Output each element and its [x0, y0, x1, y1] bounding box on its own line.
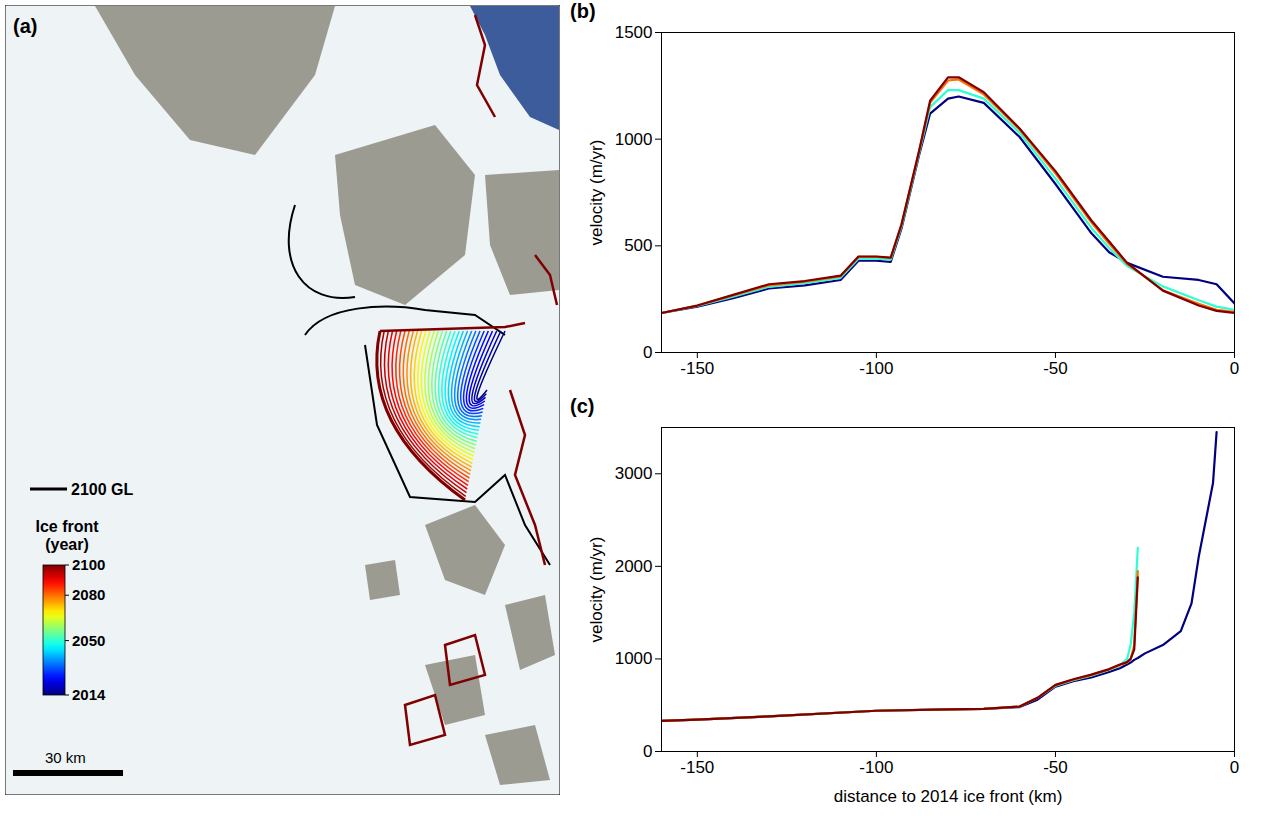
svg-text:(year): (year) — [45, 536, 89, 553]
svg-text:2014: 2014 — [72, 686, 106, 703]
svg-text:-100: -100 — [859, 758, 893, 777]
svg-text:2080: 2080 — [72, 586, 105, 603]
svg-text:2050: 2050 — [72, 632, 105, 649]
svg-text:0: 0 — [1230, 758, 1239, 777]
svg-text:30 km: 30 km — [45, 749, 86, 766]
svg-text:1000: 1000 — [615, 130, 653, 149]
html-text:(b): (b) — [570, 0, 596, 22]
svg-text:0: 0 — [643, 742, 652, 761]
svg-text:-50: -50 — [1043, 758, 1068, 777]
svg-text:0: 0 — [1230, 359, 1239, 378]
svg-text:distance to 2014 ice front (km: distance to 2014 ice front (km) — [834, 787, 1063, 806]
svg-text:(a): (a) — [13, 15, 37, 37]
svg-text:velocity (m/yr): velocity (m/yr) — [587, 537, 606, 643]
svg-text:velocity (m/yr): velocity (m/yr) — [587, 140, 606, 246]
svg-text:-150: -150 — [680, 359, 714, 378]
svg-text:1500: 1500 — [615, 23, 653, 42]
html-text:(c): (c) — [570, 395, 595, 417]
svg-text:2100 GL: 2100 GL — [71, 481, 133, 498]
svg-text:0: 0 — [643, 343, 652, 362]
svg-text:-100: -100 — [859, 359, 893, 378]
svg-text:1000: 1000 — [615, 649, 653, 668]
svg-text:2000: 2000 — [615, 557, 653, 576]
svg-text:2100: 2100 — [72, 556, 105, 573]
svg-text:-50: -50 — [1043, 359, 1068, 378]
svg-text:Ice front: Ice front — [35, 518, 99, 535]
svg-text:-150: -150 — [680, 758, 714, 777]
svg-text:500: 500 — [624, 236, 652, 255]
svg-text:3000: 3000 — [615, 464, 653, 483]
